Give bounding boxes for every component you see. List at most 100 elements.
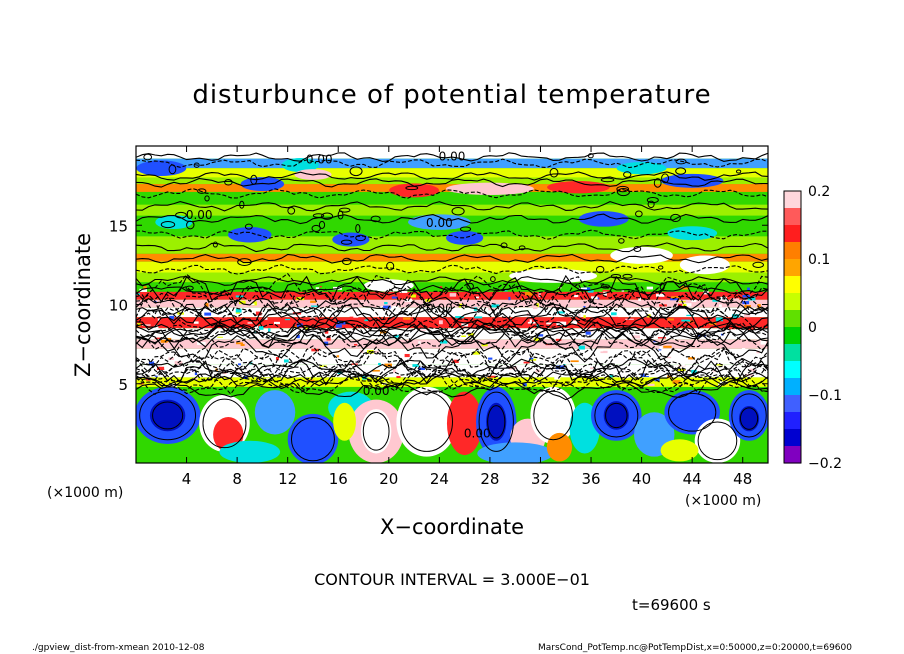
turbulence-speck — [611, 312, 617, 316]
lower-vortex — [446, 391, 483, 456]
contour-line — [136, 365, 768, 393]
contour-island — [340, 239, 353, 245]
x-tick-label: 24 — [430, 470, 449, 488]
turbulence-speck — [670, 298, 679, 301]
turbulence-speck — [715, 311, 723, 316]
contour-loop — [139, 390, 197, 441]
turbulence-speck — [137, 323, 141, 327]
lower-vortex — [738, 405, 760, 432]
turbulence-speck — [691, 299, 697, 303]
turbulence-speck — [488, 357, 493, 360]
colorbar-swatch — [784, 344, 801, 362]
contour-labels: 0.00 0.00 0.00 0.00 0.00 0.00 0.00 — [186, 149, 491, 440]
turbulence-speck — [663, 345, 672, 348]
turbulence-speck — [529, 358, 537, 361]
colorbar-tick-label: 0.2 — [808, 184, 830, 200]
contour-line — [136, 274, 768, 305]
x-tick-label: 20 — [379, 470, 398, 488]
turbulence-speck — [712, 370, 717, 372]
x-axis-unit: (×1000 m) — [685, 493, 761, 509]
plot-area: 0.00 0.00 0.00 0.00 0.00 0.00 0.00 — [136, 146, 768, 463]
contour-line — [136, 171, 768, 181]
turbulence-speck — [275, 356, 279, 361]
turbulence-speck — [455, 316, 464, 319]
turbulence-speck — [335, 324, 342, 328]
color-band — [136, 158, 768, 169]
turbulence-speck — [468, 333, 475, 337]
turbulence-speck — [504, 360, 510, 363]
contour-loop — [400, 391, 454, 452]
turbulence-speck — [371, 369, 380, 372]
field-patch — [281, 158, 319, 172]
contour-island — [675, 167, 687, 175]
contour-line — [136, 366, 768, 396]
contour-island — [518, 245, 526, 251]
contour-line — [136, 201, 768, 212]
color-band — [136, 261, 768, 273]
turbulence-speck — [644, 373, 653, 376]
turbulence-speck — [359, 372, 363, 375]
turbulence-speck — [621, 290, 625, 292]
turbulence-speck — [263, 317, 268, 320]
color-band — [136, 328, 768, 340]
turbulence-speck — [716, 364, 723, 366]
turbulence-speck — [563, 321, 567, 326]
turbulence-speck — [151, 308, 159, 313]
turbulence-speck — [193, 321, 199, 324]
turbulence-speck — [446, 359, 454, 362]
turbulence-speck — [672, 380, 681, 384]
turbulence-speck — [346, 331, 353, 334]
turbulence-speck — [236, 361, 245, 364]
turbulence-speck — [411, 370, 420, 373]
contour-island — [341, 257, 352, 266]
contour-line — [136, 358, 768, 384]
turbulence-speck — [701, 361, 709, 366]
contour-island — [653, 178, 662, 188]
turbulence-speck — [319, 365, 327, 367]
turbulence-speck — [529, 357, 534, 360]
field-patch — [610, 246, 673, 264]
contour-line — [136, 357, 768, 378]
contour-island — [237, 258, 252, 266]
turbulence-speck — [198, 360, 205, 363]
color-band — [136, 177, 768, 185]
turbulence-speck — [743, 313, 751, 318]
contour-label: 0.00 — [439, 149, 466, 163]
turbulence-speck — [255, 311, 262, 316]
turbulence-speck — [534, 380, 540, 382]
turbulence-speck — [419, 329, 426, 331]
turbulence-speck — [209, 341, 212, 343]
contour-line — [136, 329, 768, 351]
turbulence-speck — [474, 316, 483, 319]
turbulence-speck — [309, 317, 316, 319]
turbulence-speck — [555, 338, 562, 341]
turbulence-speck — [353, 315, 359, 318]
turbulence-speck — [481, 344, 488, 347]
turbulence-speck — [617, 356, 620, 359]
turbulence-speck — [529, 319, 532, 324]
turbulence-speck — [384, 302, 388, 305]
contour-label: 0.00 — [426, 216, 453, 230]
colorbar-frame — [783, 190, 802, 464]
y-tick-label: 5 — [118, 376, 128, 394]
turbulence-speck — [658, 348, 662, 351]
turbulence-speck — [236, 342, 243, 345]
turbulence-speck — [578, 366, 582, 370]
turbulence-speck — [602, 289, 610, 292]
turbulence-speck — [730, 298, 740, 301]
turbulence-speck — [530, 311, 539, 315]
turbulence-speck — [310, 300, 317, 303]
x-tick-label: 16 — [329, 470, 348, 488]
turbulence-speck — [686, 314, 694, 317]
turbulence-speck — [563, 364, 566, 366]
contour-loop — [739, 407, 759, 430]
contour-island — [549, 167, 559, 178]
colorbar-swatch — [784, 242, 801, 260]
turbulence-speck — [154, 337, 161, 340]
contour-island — [610, 274, 622, 279]
turbulence-speck — [284, 318, 290, 321]
turbulence-speck — [476, 296, 479, 299]
contour-island — [600, 284, 611, 289]
contour-loop — [487, 405, 506, 439]
turbulence-speck — [425, 298, 432, 302]
